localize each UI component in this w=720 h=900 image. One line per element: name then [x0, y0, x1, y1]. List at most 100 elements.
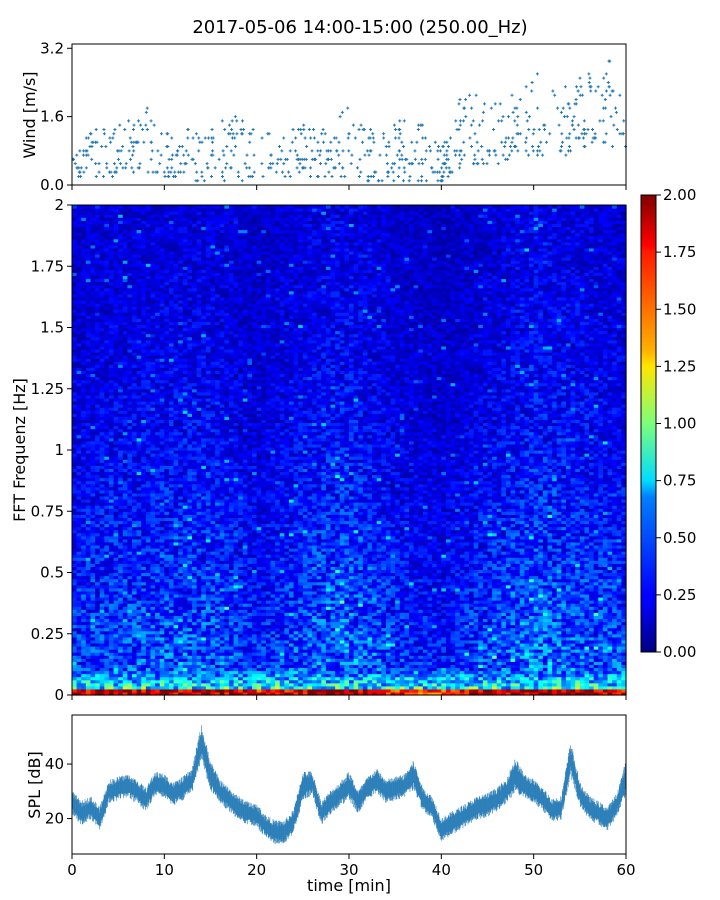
spectrogram-cell	[127, 538, 133, 543]
spectrogram-cell	[76, 303, 82, 307]
wind-point	[309, 166, 313, 170]
spectrogram-cell	[108, 649, 115, 653]
spectrogram-cell	[81, 499, 87, 503]
wind-point	[436, 157, 440, 161]
spectrogram-cell	[76, 309, 82, 313]
wind-point	[309, 174, 313, 178]
spectrogram-cell	[108, 404, 115, 408]
wind-point	[380, 179, 384, 183]
wind-point	[589, 89, 593, 93]
spectrogram-cell	[81, 333, 87, 338]
spectrogram-cell	[72, 563, 78, 567]
spectrogram-cell	[90, 345, 96, 350]
wind-point	[319, 162, 323, 166]
wind-point	[365, 149, 369, 153]
spectrogram-cell	[72, 263, 78, 267]
spectrogram-cell	[85, 459, 92, 463]
spectrogram-cell	[81, 621, 87, 626]
spectrogram-cell	[99, 658, 105, 662]
spectrogram-cell	[108, 578, 115, 583]
spectrogram-cell	[90, 226, 96, 231]
wind-point	[107, 170, 111, 174]
wind-point	[333, 166, 337, 170]
spectrogram-cell	[118, 587, 124, 592]
wind-point	[515, 123, 519, 127]
spectrogram-cell	[95, 508, 101, 512]
spectrogram-cell	[118, 321, 124, 326]
spectrogram-cell	[90, 339, 96, 344]
spectrogram-cell	[122, 548, 128, 552]
spectrogram-cell	[141, 658, 147, 662]
spectrogram-cell	[72, 358, 78, 362]
spectrogram-cell	[85, 272, 92, 277]
spectrogram-cell	[85, 465, 92, 469]
spectrogram-cell	[76, 397, 82, 402]
spectrogram-cell	[141, 315, 147, 319]
spectrogram-cell	[122, 269, 128, 273]
spectrogram-cell	[99, 440, 105, 445]
spectrogram-cell	[132, 431, 138, 436]
wind-point	[223, 127, 227, 131]
spectrogram-cell	[76, 364, 82, 368]
spectrogram-cell	[113, 575, 119, 580]
spectrogram-cell	[136, 434, 142, 439]
wind-point	[611, 145, 615, 149]
spectrogram-cell	[95, 205, 101, 209]
spectrogram-cell	[99, 358, 105, 362]
spectrogram-cell	[90, 263, 96, 267]
spectrogram-cell	[85, 440, 92, 445]
spectrogram-cell	[136, 376, 142, 381]
spectrogram-cell	[127, 685, 133, 690]
wind-point	[283, 174, 287, 178]
wind-point	[295, 166, 299, 170]
wind-point	[190, 157, 194, 161]
spectrogram-cell	[127, 646, 133, 650]
wind-point	[587, 72, 591, 76]
spectrogram-cell	[113, 569, 119, 574]
wind-point	[104, 145, 108, 149]
spectrogram-cell	[136, 382, 142, 387]
spectrogram-cell	[90, 217, 96, 221]
spectrogram-cell	[141, 606, 147, 610]
wind-point	[82, 149, 86, 153]
spectrogram-cell	[136, 425, 142, 430]
spectrogram-cell	[118, 664, 124, 669]
spectrogram-cell	[132, 440, 138, 445]
spectrogram-cell	[85, 244, 92, 249]
spectrogram-cell	[127, 673, 133, 678]
spectrogram-cell	[104, 618, 110, 623]
spectrogram-cell	[136, 303, 142, 307]
spectrogram-cell	[118, 682, 124, 687]
wind-point	[576, 89, 580, 93]
wind-point	[118, 162, 122, 166]
spectrogram-cell	[113, 670, 119, 675]
spectrogram-cell	[113, 649, 119, 653]
spectrogram-cell	[95, 214, 101, 218]
spectrogram-cell	[108, 609, 115, 613]
spectrogram-cell	[122, 520, 128, 525]
wind-point	[480, 157, 484, 161]
spectrogram-cell	[122, 618, 128, 623]
spectrogram-cell	[99, 529, 105, 534]
spectrogram-cell	[132, 306, 138, 310]
spectrogram-cell	[108, 391, 115, 396]
spectrogram-cell	[113, 600, 119, 604]
spectrogram-cell	[81, 450, 87, 454]
wind-point	[247, 166, 251, 170]
spectrogram-cell	[108, 223, 115, 228]
spectrogram-cell	[81, 572, 87, 577]
spectrogram-cell	[81, 434, 87, 439]
spectrogram-cell	[122, 211, 128, 215]
spectrogram-cell	[136, 327, 142, 332]
wind-point	[576, 123, 580, 127]
wind-point	[464, 115, 468, 119]
spectrogram-cell	[76, 652, 82, 656]
spectrogram-cell	[136, 348, 142, 353]
wind-point	[90, 157, 94, 161]
spectrogram-cell	[85, 226, 92, 231]
spectrogram-cell	[99, 471, 105, 476]
spectrogram-cell	[122, 453, 128, 457]
spectrogram-cell	[95, 290, 101, 295]
wind-point	[500, 119, 504, 123]
spectrogram-cell	[127, 612, 133, 616]
